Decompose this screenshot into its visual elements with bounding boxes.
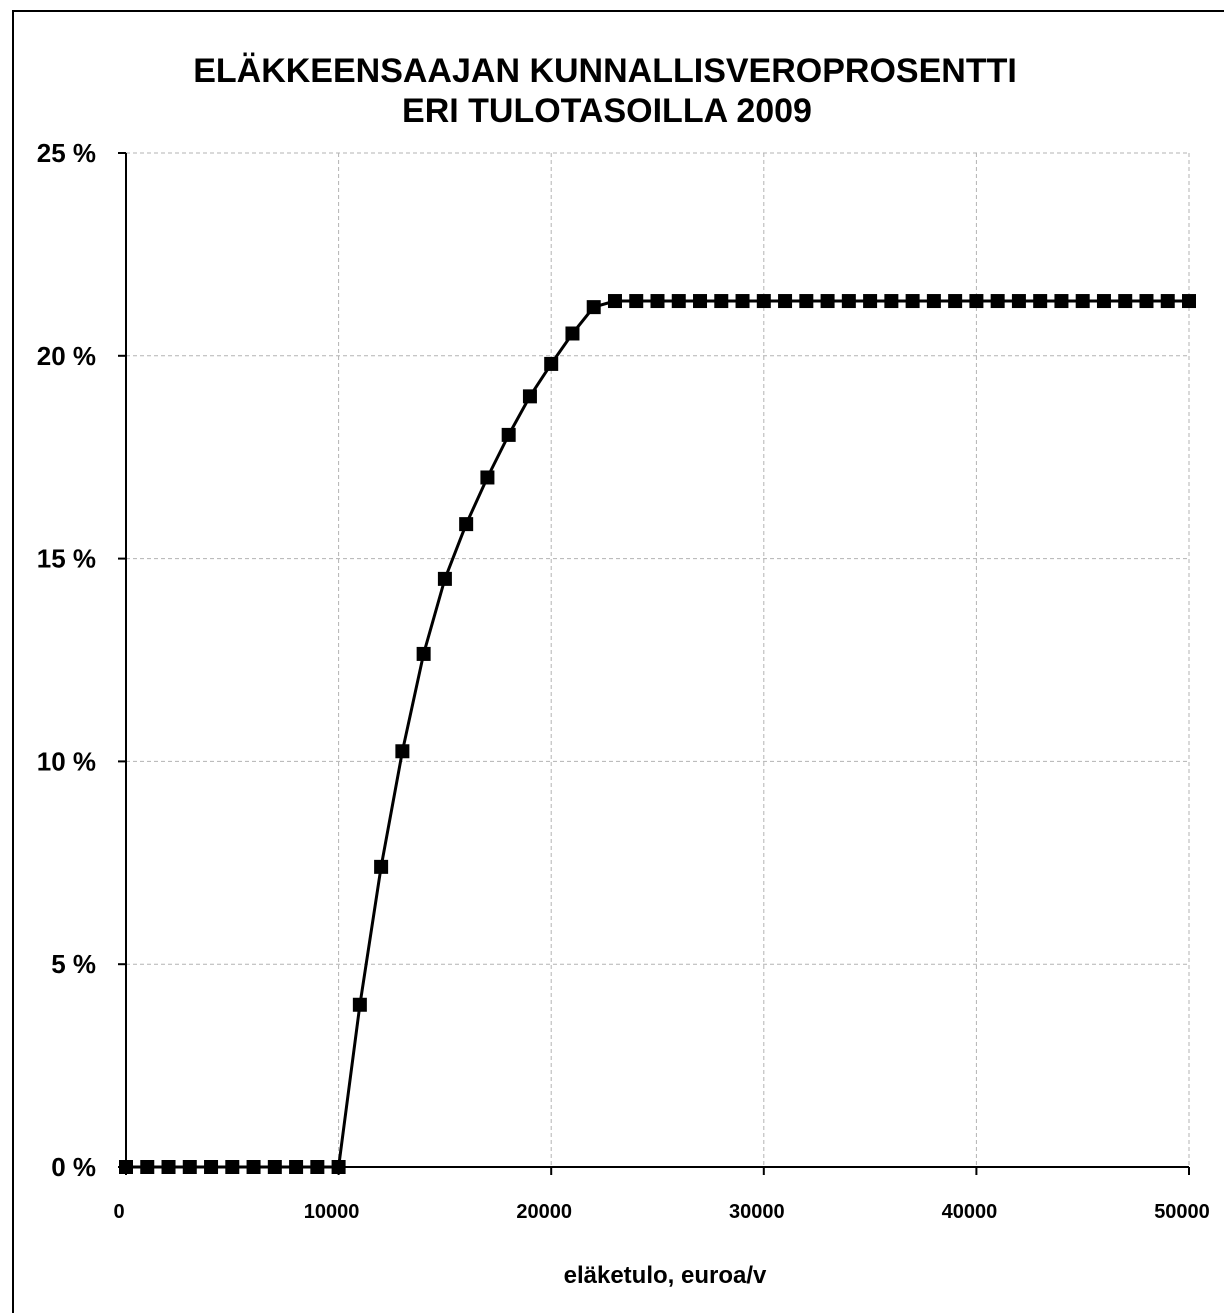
data-point-marker — [161, 1160, 176, 1174]
data-point-marker — [140, 1160, 155, 1174]
data-point-marker — [799, 294, 814, 309]
data-point-marker — [522, 389, 537, 404]
x-tick-label: 40000 — [942, 1201, 998, 1223]
series-line-path — [126, 299, 1189, 1169]
x-tick-label: 30000 — [729, 1201, 785, 1223]
data-point-marker — [905, 294, 920, 309]
data-point-marker — [437, 571, 452, 586]
x-tick-label: 10000 — [304, 1201, 360, 1223]
data-point-marker — [501, 427, 516, 442]
data-point-marker — [119, 1160, 133, 1174]
x-tick-label: 50000 — [1154, 1201, 1210, 1223]
data-point-marker — [267, 1160, 282, 1174]
data-point-marker — [289, 1160, 304, 1174]
data-point-marker — [607, 294, 622, 309]
data-point-marker — [629, 294, 644, 309]
y-tick-label: 0 % — [51, 1152, 96, 1182]
data-point-marker — [990, 294, 1005, 309]
data-point-marker — [1075, 294, 1090, 309]
data-point-marker — [778, 294, 793, 309]
data-point-marker — [246, 1160, 261, 1174]
data-point-marker — [1033, 294, 1048, 309]
y-tick-label: 5 % — [51, 949, 96, 979]
data-point-marker — [331, 1160, 346, 1174]
data-point-marker — [565, 326, 580, 341]
x-axis-label: eläketulo, euroa/v — [564, 1262, 767, 1289]
data-point-marker — [1096, 294, 1111, 309]
chart-title-line-2: ERI TULOTASOILLA 2009 — [402, 92, 812, 130]
series-line — [126, 299, 1189, 1169]
data-point-marker — [310, 1160, 325, 1174]
data-point-marker — [926, 294, 941, 309]
data-point-marker — [650, 294, 665, 309]
data-point-marker — [948, 294, 963, 309]
data-point-marker — [1011, 294, 1026, 309]
data-point-marker — [459, 517, 474, 532]
data-point-marker — [480, 470, 495, 485]
data-point-marker — [395, 744, 410, 759]
x-tick-label: 20000 — [516, 1201, 572, 1223]
y-tick-labels: 0 % 5 % 10 % 15 % 20 % 25 % — [37, 138, 96, 1182]
data-point-marker — [671, 294, 686, 309]
data-point-marker — [225, 1160, 240, 1174]
data-point-marker — [863, 294, 878, 309]
data-point-marker — [714, 294, 729, 309]
data-point-marker — [416, 646, 431, 661]
chart-title-line-1: ELÄKKEENSAAJAN KUNNALLISVEROPROSENTTI — [193, 52, 1017, 90]
data-point-marker — [1139, 294, 1154, 309]
gridlines — [126, 152, 1190, 1167]
data-point-marker — [1160, 294, 1175, 309]
data-point-marker — [756, 294, 771, 309]
data-point-marker — [841, 294, 856, 309]
x-tick-label: 0 — [113, 1201, 124, 1223]
data-point-marker — [374, 859, 389, 874]
y-tick-label: 25 % — [37, 138, 96, 168]
data-point-marker — [352, 997, 367, 1012]
data-point-marker — [182, 1160, 197, 1174]
y-tick-label: 20 % — [37, 341, 96, 371]
data-point-marker — [884, 294, 899, 309]
data-point-marker — [969, 294, 984, 309]
data-point-marker — [586, 300, 601, 315]
series-markers — [119, 294, 1196, 1174]
chart-frame — [12, 10, 1224, 1313]
data-point-marker — [735, 294, 750, 309]
data-point-marker — [1118, 294, 1133, 309]
y-tick-label: 10 % — [37, 746, 96, 776]
data-point-marker — [693, 294, 708, 309]
data-point-marker — [204, 1160, 219, 1174]
x-tick-labels: 0 10000 20000 30000 40000 50000 — [113, 1201, 1209, 1223]
data-point-marker — [820, 294, 835, 309]
data-point-marker — [1054, 294, 1069, 309]
y-tick-label: 15 % — [37, 544, 96, 574]
data-point-marker — [1182, 294, 1196, 309]
chart-title: ELÄKKEENSAAJAN KUNNALLISVEROPROSENTTI ER… — [193, 52, 1017, 130]
data-point-marker — [544, 356, 559, 371]
